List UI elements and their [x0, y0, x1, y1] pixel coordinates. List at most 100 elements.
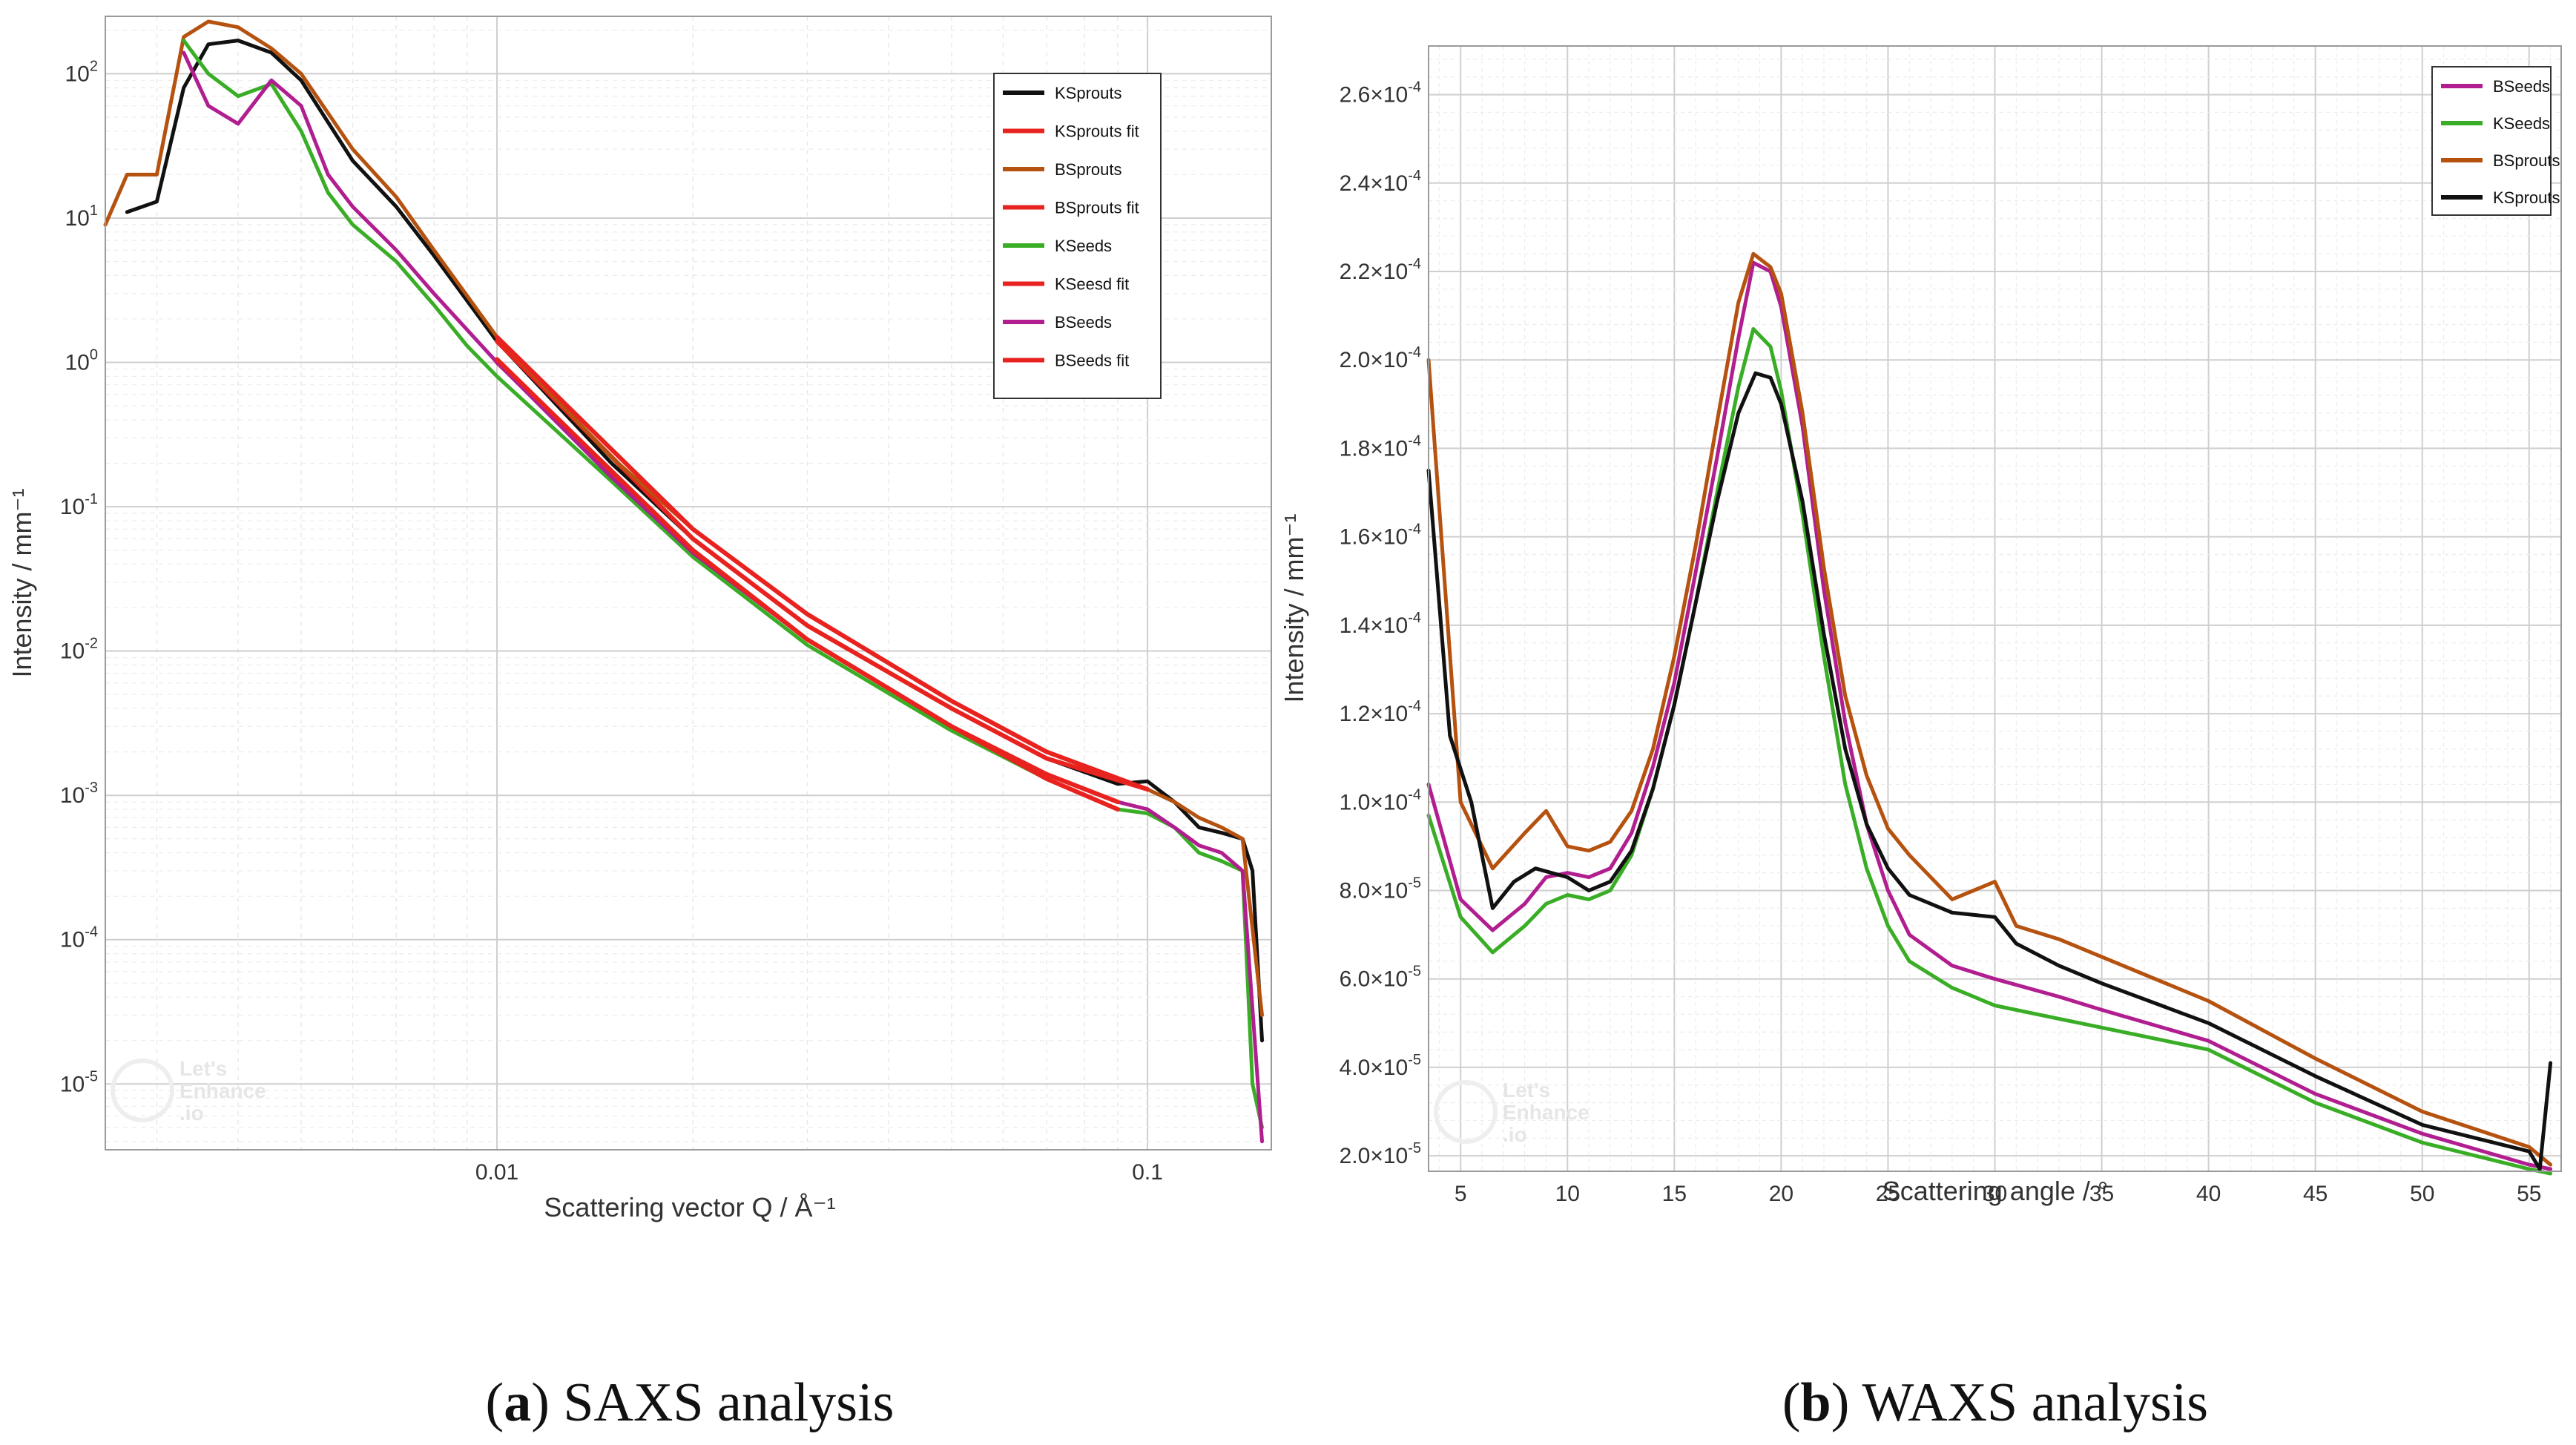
- saxs-y-tick-base: 10: [65, 351, 90, 375]
- saxs-y-tick-exponent: -2: [85, 636, 98, 652]
- saxs-y-tick-base: 10: [60, 783, 85, 808]
- waxs-y-tick-exponent: -4: [1408, 521, 1421, 538]
- waxs-y-tick-base: 2.2×10: [1340, 260, 1409, 284]
- waxs-legend-box: [2431, 66, 2552, 216]
- waxs-x-tick-label: 5: [1455, 1182, 1467, 1206]
- waxs-x-tick-label: 30: [1983, 1182, 2007, 1206]
- saxs-legend-label-bsprouts: BSprouts: [1055, 160, 1122, 179]
- caption-b-letter: b: [1801, 1372, 1831, 1433]
- waxs-y-tick-exponent: -4: [1408, 610, 1421, 626]
- waxs-tick-labels: 5 10 15 20 25 30 35 40 45 50 552.0×10-54.0×10-56.0…: [1340, 79, 2542, 1206]
- saxs-series-bsprouts-fit: [495, 335, 1150, 792]
- saxs-y-tick-exponent: -5: [85, 1068, 98, 1084]
- saxs-y-tick-base: 10: [60, 1072, 85, 1096]
- waxs-y-tick-label: 8.0×10-5: [1340, 875, 1421, 903]
- saxs-y-tick-label: 10-1: [60, 491, 98, 519]
- waxs-legend: BSeeds KSeeds BSprouts KSprouts: [2431, 66, 2560, 216]
- waxs-y-tick-label: 1.4×10-4: [1340, 610, 1421, 638]
- waxs-series-ksprouts: [1426, 371, 2553, 1171]
- saxs-y-tick-exponent: -3: [85, 780, 98, 796]
- waxs-plot-frame: [1428, 45, 2562, 1172]
- waxs-y-tick-exponent: -5: [1408, 1140, 1421, 1156]
- waxs-y-tick-exponent: -5: [1408, 1052, 1421, 1068]
- saxs-y-axis-label: Intensity / mm⁻¹: [7, 488, 37, 677]
- saxs-y-tick-label: 10-5: [60, 1068, 98, 1096]
- saxs-y-tick-label: 10-3: [60, 780, 98, 808]
- saxs-y-tick-base: 10: [60, 639, 85, 664]
- waxs-legend-label-bseeds: BSeeds: [2493, 77, 2550, 96]
- saxs-y-tick-label: 10-2: [60, 636, 98, 664]
- waxs-y-tick-label: 1.6×10-4: [1340, 521, 1421, 550]
- waxs-y-tick-base: 6.0×10: [1340, 967, 1409, 992]
- saxs-plot-frame: [105, 16, 1272, 1151]
- waxs-y-tick-label: 2.2×10-4: [1340, 256, 1421, 284]
- saxs-y-tick-base: 10: [60, 928, 85, 952]
- saxs-watermark-text: .io: [179, 1102, 204, 1125]
- waxs-series-bseeds: [1426, 260, 2553, 1171]
- waxs-series: [1426, 251, 2553, 1176]
- saxs-x-axis-label: Scattering vector Q / Å⁻¹: [544, 1192, 835, 1222]
- saxs-grid: [105, 16, 1271, 1150]
- waxs-x-tick-label: 45: [2303, 1182, 2328, 1206]
- waxs-series-bsprouts: [1426, 251, 2553, 1167]
- saxs-watermark-text: Enhance: [179, 1079, 266, 1102]
- waxs-y-tick-base: 2.0×10: [1340, 348, 1409, 372]
- saxs-legend-label-bseeds-fit: BSeeds fit: [1055, 352, 1129, 370]
- saxs-x-tick-label: 0.01: [475, 1160, 518, 1185]
- waxs-y-tick-label: 1.2×10-4: [1340, 698, 1421, 726]
- saxs-legend-label-kseesd-fit: KSeesd fit: [1055, 275, 1129, 294]
- waxs-watermark-text: Let's: [1503, 1079, 1550, 1102]
- waxs-x-axis-label: Scattering angle / °: [1882, 1176, 2109, 1206]
- saxs-series-kseeds: [182, 39, 1264, 1130]
- saxs-legend-box: [993, 73, 1162, 399]
- saxs-series-bseeds: [182, 50, 1264, 1144]
- waxs-y-tick-exponent: -4: [1408, 256, 1421, 272]
- saxs-y-tick-label: 10-4: [60, 924, 98, 952]
- waxs-y-tick-exponent: -4: [1408, 79, 1421, 96]
- saxs-y-tick-base: 10: [65, 62, 90, 86]
- waxs-y-tick-label: 2.4×10-4: [1340, 168, 1421, 196]
- waxs-y-tick-base: 1.4×10: [1340, 613, 1409, 638]
- saxs-series-ksprouts: [125, 39, 1264, 1043]
- waxs-x-tick-label: 40: [2196, 1182, 2221, 1206]
- waxs-legend-label-bsprouts: BSprouts: [2493, 151, 2560, 170]
- saxs-watermark-text: Let's: [179, 1057, 227, 1080]
- waxs-x-tick-label: 25: [1876, 1182, 1900, 1206]
- waxs-y-tick-exponent: -5: [1408, 964, 1421, 980]
- saxs-y-tick-exponent: -4: [85, 924, 98, 941]
- waxs-y-tick-base: 2.4×10: [1340, 171, 1409, 196]
- waxs-y-tick-exponent: -4: [1408, 168, 1421, 184]
- waxs-y-tick-exponent: -4: [1408, 698, 1421, 714]
- saxs-y-tick-exponent: -1: [85, 491, 98, 507]
- waxs-x-tick-label: 50: [2410, 1182, 2434, 1206]
- caption-a-letter: a: [504, 1372, 531, 1433]
- saxs-series-ksprouts-fit: [495, 339, 1150, 792]
- waxs-y-tick-label: 2.0×10-5: [1340, 1140, 1421, 1168]
- saxs-y-tick-base: 10: [65, 206, 90, 231]
- waxs-y-tick-label: 6.0×10-5: [1340, 964, 1421, 992]
- saxs-legend-label-kseeds: KSeeds: [1055, 237, 1112, 255]
- waxs-y-tick-base: 8.0×10: [1340, 878, 1409, 903]
- waxs-legend-label-ksprouts: KSprouts: [2493, 188, 2560, 207]
- waxs-watermark-logo: [1434, 1080, 1498, 1144]
- saxs-y-tick-exponent: 0: [90, 347, 98, 363]
- caption-b: (b) WAXS analysis: [1782, 1372, 2208, 1433]
- waxs-watermark-text: .io: [1503, 1123, 1527, 1146]
- saxs-y-tick-exponent: 1: [90, 203, 98, 219]
- saxs-legend-label-bseeds: BSeeds: [1055, 313, 1112, 332]
- saxs-y-tick-label: 102: [65, 58, 99, 86]
- saxs-series-bseeds-fit: [495, 357, 1120, 805]
- waxs-y-tick-exponent: -4: [1408, 432, 1421, 449]
- waxs-y-tick-exponent: -4: [1408, 786, 1421, 803]
- saxs-y-tick-label: 101: [65, 203, 99, 231]
- caption-b-text: WAXS analysis: [1849, 1372, 2208, 1433]
- waxs-y-tick-label: 4.0×10-5: [1340, 1052, 1421, 1080]
- waxs-y-tick-base: 4.0×10: [1340, 1056, 1409, 1080]
- waxs-y-tick-exponent: -5: [1408, 875, 1421, 891]
- waxs-x-tick-label: 55: [2517, 1182, 2541, 1206]
- waxs-y-tick-base: 1.2×10: [1340, 702, 1409, 726]
